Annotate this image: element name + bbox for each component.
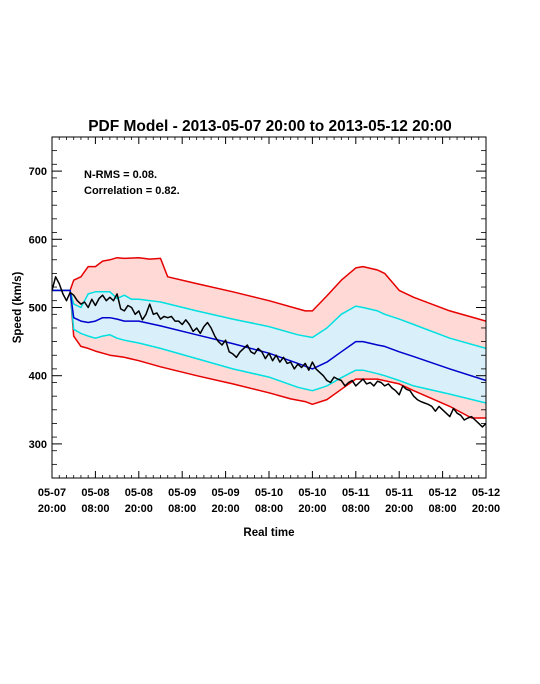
- x-tick-time: 08:00: [168, 503, 196, 515]
- x-tick-time: 08:00: [255, 503, 283, 515]
- model-lines: [52, 256, 487, 419]
- x-tick-date: 05-12: [472, 487, 500, 499]
- x-tick-date: 05-09: [212, 487, 240, 499]
- x-tick-date: 05-08: [81, 487, 109, 499]
- x-tick-time: 20:00: [125, 503, 153, 515]
- y-tick-label: 600: [29, 234, 47, 246]
- x-axis: 05-07 20:00 05-08 08:00 05-08 20:00 05-09 08:00…: [38, 137, 500, 515]
- y-tick-label: 700: [29, 166, 47, 178]
- stat-annotation: Correlation = 0.82.: [84, 185, 180, 197]
- y-tick-label: 300: [29, 439, 47, 451]
- chart-title: PDF Model - 2013-05-07 20:00 to 2013-05-…: [88, 118, 452, 135]
- stat-annotation: N-RMS = 0.08.: [84, 169, 157, 181]
- observed-line: [51, 276, 487, 428]
- x-tick-time: 20:00: [298, 503, 326, 515]
- observed-speed: [51, 276, 487, 428]
- stats-annotations: N-RMS = 0.08. Correlation = 0.82.: [84, 169, 180, 197]
- inner-upper-line: [52, 289, 487, 350]
- x-tick-date: 05-11: [385, 487, 413, 499]
- x-axis-label: Real time: [243, 527, 294, 539]
- y-axis: 300 400 500 600 700: [29, 150, 486, 465]
- x-tick-time: 08:00: [429, 503, 457, 515]
- y-tick-label: 500: [29, 303, 47, 315]
- x-tick-date: 05-10: [255, 487, 283, 499]
- x-tick-date: 05-07: [38, 487, 66, 499]
- x-tick-time: 08:00: [342, 503, 370, 515]
- x-tick-time: 20:00: [212, 503, 240, 515]
- outer-upper-line: [52, 256, 487, 322]
- median-line: [52, 289, 487, 382]
- x-tick-date: 05-08: [125, 487, 153, 499]
- x-tick-date: 05-12: [429, 487, 457, 499]
- x-tick-time: 08:00: [81, 503, 109, 515]
- x-tick-time: 20:00: [38, 503, 66, 515]
- x-tick-date: 05-11: [342, 487, 370, 499]
- y-axis-label: Speed (km/s): [12, 272, 24, 344]
- y-tick-label: 400: [29, 371, 47, 383]
- x-tick-date: 05-09: [168, 487, 196, 499]
- outer-lower-line: [52, 289, 486, 419]
- inner-lower-line: [52, 289, 487, 404]
- x-tick-time: 20:00: [385, 503, 413, 515]
- x-tick-date: 05-10: [298, 487, 326, 499]
- x-tick-time: 20:00: [472, 503, 500, 515]
